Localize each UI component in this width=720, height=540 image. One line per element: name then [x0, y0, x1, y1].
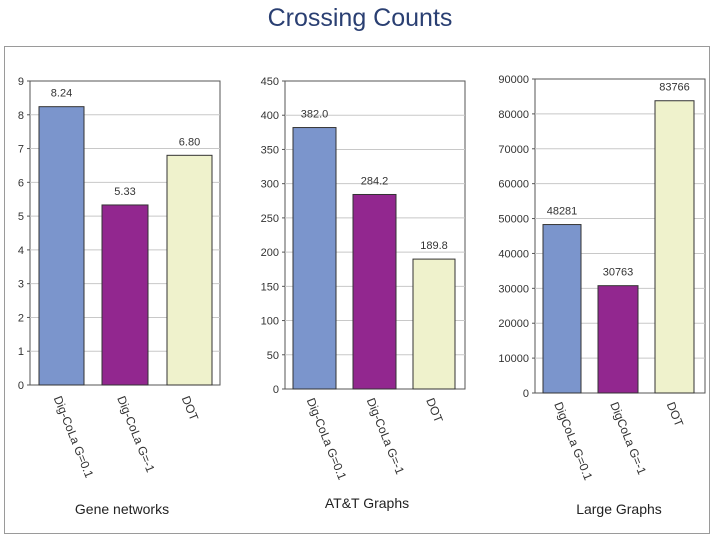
value-label: 48281	[547, 206, 578, 218]
value-label: 30763	[603, 267, 634, 279]
bar-2	[101, 204, 149, 386]
y-tick-label: 100	[261, 316, 279, 328]
y-tick-label: 2	[18, 312, 24, 324]
bar-1	[542, 224, 582, 394]
category-label: DOT	[179, 394, 202, 423]
bar-2	[597, 285, 639, 394]
bar-3	[654, 100, 695, 394]
bar-1	[38, 106, 85, 386]
y-tick-label: 5	[18, 211, 24, 223]
y-tick-label: 40000	[498, 248, 529, 260]
y-tick-label: 400	[261, 110, 279, 122]
y-tick-label: 60000	[498, 179, 529, 191]
y-tick-label: 6	[18, 177, 24, 189]
y-tick-label: 3	[18, 279, 24, 291]
value-label: 189.8	[420, 240, 448, 252]
chart-gene-networks: 0 1 2 3 4 5 6 7 8 9 8.24 Dig-CoLa G=0.1 5.33 Dig-CoLa…	[18, 76, 221, 517]
category-label: DigCoLa G=0.1	[551, 400, 595, 483]
chart-title: Gene networks	[75, 501, 169, 517]
bar-3	[166, 154, 213, 386]
y-tick-label: 20000	[498, 318, 529, 330]
bar-1	[292, 127, 337, 390]
category-label: DOT	[664, 400, 687, 429]
y-tick-label: 250	[261, 213, 279, 225]
y-tick-label: 30000	[498, 283, 529, 295]
y-tick-label: 0	[18, 380, 24, 392]
value-label: 83766	[659, 82, 690, 94]
category-label: DigCoLa G=-1	[607, 400, 649, 477]
category-label: Dig-CoLa G=-1	[114, 394, 157, 475]
y-tick-label: 7	[18, 144, 24, 156]
y-tick-label: 0	[523, 388, 529, 400]
y-tick-label: 50	[267, 350, 279, 362]
value-label: 5.33	[114, 186, 135, 198]
chart-title: Large Graphs	[576, 501, 662, 517]
value-label: 284.2	[361, 175, 389, 187]
y-tick-label: 50000	[498, 214, 529, 226]
category-label: Dig-CoLa G=0.1	[304, 396, 350, 482]
value-label: 382.0	[301, 109, 329, 121]
value-label: 8.24	[51, 88, 72, 100]
category-label: Dig-CoLa G=-1	[364, 396, 407, 477]
y-tick-label: 70000	[498, 144, 529, 156]
y-tick-label: 80000	[498, 109, 529, 121]
slide-title: Crossing Counts	[267, 4, 453, 32]
y-tick-label: 350	[261, 144, 279, 156]
y-tick-label: 200	[261, 247, 279, 259]
chart-title: AT&T Graphs	[325, 495, 409, 511]
y-tick-label: 90000	[498, 74, 529, 86]
chart-att-graphs: 0 50 100 150 200 250 300 350 400 450 382.0 Dig-CoLa…	[261, 76, 466, 511]
y-tick-label: 10000	[498, 353, 529, 365]
y-tick-label: 450	[261, 76, 279, 88]
bar-3	[412, 258, 456, 390]
y-tick-label: 9	[18, 76, 24, 88]
y-tick-label: 1	[18, 346, 24, 358]
y-tick-label: 8	[18, 110, 24, 122]
value-label: 6.80	[179, 136, 200, 148]
category-label: Dig-CoLa G=0.1	[51, 394, 97, 480]
y-tick-label: 4	[18, 245, 24, 257]
bar-2	[352, 193, 397, 390]
y-tick-label: 0	[273, 384, 279, 396]
y-tick-label: 300	[261, 179, 279, 191]
chart-large-graphs: 0 10000 20000 30000 40000 50000 60000 70000 8000…	[498, 74, 706, 517]
category-label: DOT	[423, 396, 446, 425]
y-tick-label: 150	[261, 281, 279, 293]
